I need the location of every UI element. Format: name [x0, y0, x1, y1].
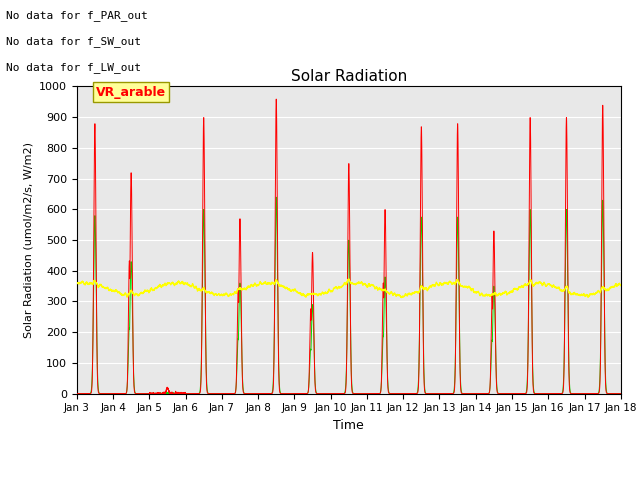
- LW_in: [73, 281, 81, 287]
- SW_in: [273, 194, 280, 200]
- PAR_in: [617, 391, 625, 396]
- LW_in: [441, 279, 449, 285]
- Line: LW_in: LW_in: [77, 279, 621, 298]
- Text: No data for f_SW_out: No data for f_SW_out: [6, 36, 141, 47]
- Line: SW_in: SW_in: [77, 197, 621, 394]
- LW_in: [171, 282, 179, 288]
- SW_in: [471, 391, 479, 396]
- LW_in: [397, 295, 405, 300]
- SW_in: [73, 391, 81, 396]
- Text: No data for f_PAR_out: No data for f_PAR_out: [6, 10, 148, 21]
- Line: PAR_in: PAR_in: [77, 99, 621, 394]
- PAR_in: [329, 391, 337, 396]
- SW_in: [502, 391, 509, 396]
- SW_in: [617, 391, 625, 396]
- SW_in: [441, 391, 449, 396]
- SW_in: [616, 391, 624, 396]
- Title: Solar Radiation: Solar Radiation: [291, 69, 407, 84]
- LW_in: [471, 289, 479, 295]
- LW_in: [328, 288, 336, 294]
- PAR_in: [171, 390, 179, 396]
- SW_in: [329, 391, 337, 396]
- PAR_in: [146, 391, 154, 396]
- LW_in: [616, 282, 624, 288]
- SW_in: [171, 390, 179, 396]
- LW_in: [502, 289, 509, 295]
- SW_in: [146, 391, 154, 396]
- PAR_in: [616, 391, 624, 396]
- Y-axis label: Solar Radiation (umol/m2/s, W/m2): Solar Radiation (umol/m2/s, W/m2): [24, 142, 33, 338]
- PAR_in: [73, 391, 81, 396]
- X-axis label: Time: Time: [333, 419, 364, 432]
- Text: No data for f_LW_out: No data for f_LW_out: [6, 62, 141, 73]
- LW_in: [617, 283, 625, 288]
- PAR_in: [502, 391, 509, 396]
- PAR_in: [471, 391, 479, 396]
- Text: VR_arable: VR_arable: [96, 85, 166, 98]
- PAR_in: [273, 96, 280, 102]
- PAR_in: [441, 391, 449, 396]
- LW_in: [345, 276, 353, 282]
